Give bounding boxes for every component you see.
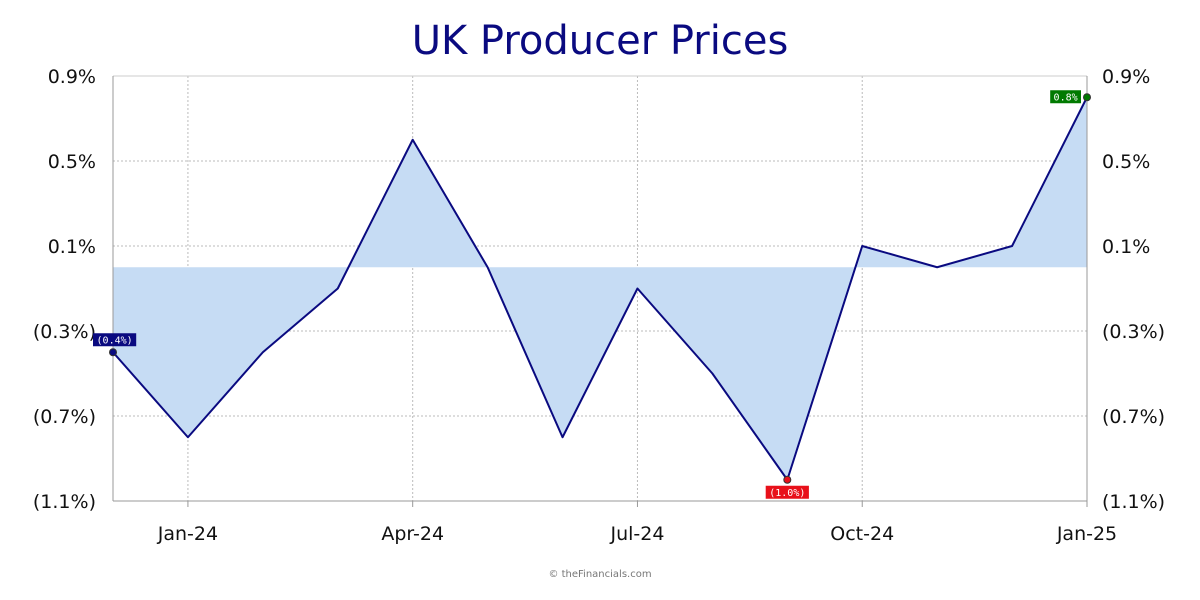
y-tick-label-left: 0.9% <box>48 66 96 88</box>
data-point-marker <box>783 475 792 484</box>
y-tick-label-left: (0.7%) <box>33 406 96 428</box>
y-tick-label-right: 0.1% <box>1102 236 1150 258</box>
line-layer <box>112 96 1088 481</box>
data-point-marker <box>1083 93 1091 102</box>
data-label-flag <box>93 333 137 347</box>
y-tick-label-right: (1.1%) <box>1102 491 1165 513</box>
axis-layer <box>112 75 1088 507</box>
series-line <box>112 96 1088 481</box>
credit-text: © theFinancials.com <box>548 569 652 580</box>
y-tick-label-right: (0.3%) <box>1102 321 1165 343</box>
y-tick-label-left: 0.1% <box>48 236 96 258</box>
data-label-text: 0.8% <box>1054 92 1078 103</box>
chart-title: UK Producer Prices <box>411 18 789 64</box>
y-tick-label-left: 0.5% <box>48 151 96 173</box>
x-tick-label: Jan-24 <box>157 523 218 545</box>
fill-layer <box>113 97 1087 480</box>
data-label-text: (1.0%) <box>769 488 805 499</box>
label-layer: 0.9% 0.9% 0.5% 0.5% 0.1% 0.1% (0.3%) (0.3%) (0.7… <box>33 66 1165 545</box>
y-tick-label-left: (0.3%) <box>33 321 96 343</box>
x-tick-label: Jan-25 <box>1056 523 1117 545</box>
y-tick-label-left: (1.1%) <box>33 491 96 513</box>
data-label-flag <box>1050 90 1081 104</box>
x-tick-label: Jul-24 <box>609 523 664 545</box>
y-tick-label-right: (0.7%) <box>1102 406 1165 428</box>
y-tick-label-right: 0.5% <box>1102 151 1150 173</box>
x-tick-label: Oct-24 <box>830 523 894 545</box>
data-label-flag <box>765 485 809 499</box>
x-tick-label: Apr-24 <box>381 523 444 545</box>
y-tick-label-right: 0.9% <box>1102 66 1150 88</box>
data-point-marker <box>109 348 117 357</box>
series-area-fill <box>113 97 1087 480</box>
data-label-text: (0.4%) <box>97 335 133 346</box>
flag-layer: (0.4%) (1.0%) 0.8% <box>93 90 1091 499</box>
